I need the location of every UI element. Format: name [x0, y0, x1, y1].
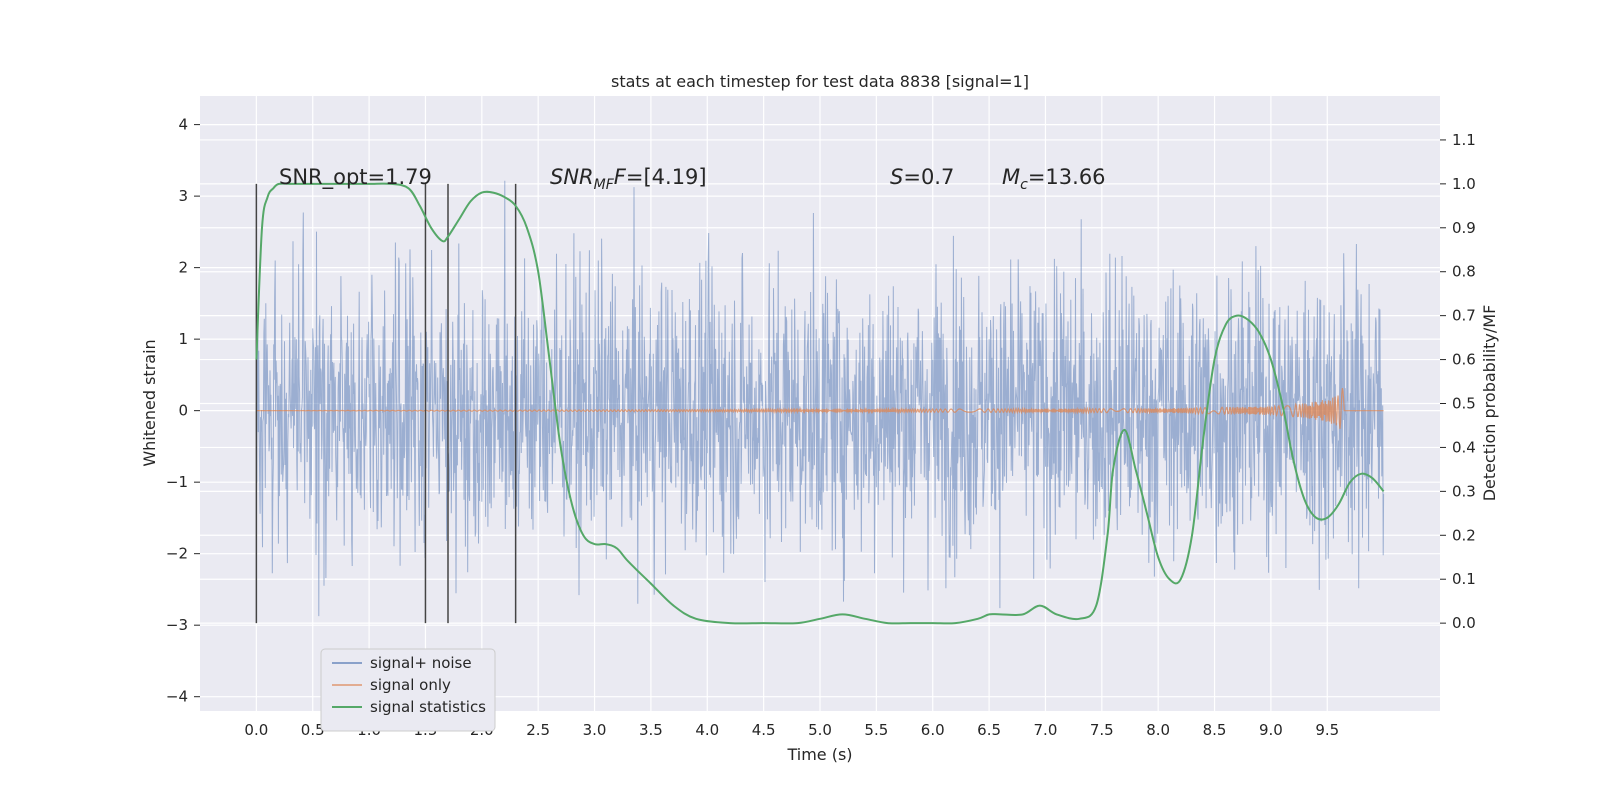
annotation-s-base: S	[890, 165, 903, 189]
x-axis-label: Time (s)	[786, 745, 852, 764]
signal-noise-series	[255, 180, 1385, 617]
y-tick-label: 0	[178, 402, 188, 420]
legend-label-signal-only: signal only	[370, 676, 451, 694]
y-tick-label: 4	[178, 116, 188, 134]
y-right-tick-label: 0.8	[1452, 263, 1476, 281]
axis-ticks: 0.00.51.01.52.02.53.03.54.04.55.05.56.06…	[166, 116, 1476, 739]
x-tick-label: 2.5	[526, 721, 550, 739]
signal-statistics-line	[255, 182, 1385, 625]
y-tick-label: −4	[166, 688, 188, 706]
x-tick-label: 5.5	[864, 721, 888, 739]
annotation-mc-base: M	[1002, 165, 1020, 189]
y-tick-label: 2	[178, 259, 188, 277]
x-tick-label: 4.5	[752, 721, 776, 739]
x-tick-label: 7.0	[1034, 721, 1058, 739]
y-right-tick-label: 0.2	[1452, 526, 1476, 544]
annotation-snr-mf-value: =[4.19]	[626, 165, 707, 189]
annotation-mc: Mc=13.66	[1002, 165, 1106, 193]
chart-title: stats at each timestep for test data 883…	[611, 72, 1029, 91]
annotation-mc-value: =13.66	[1028, 165, 1106, 189]
annotation-mc-sub: c	[1020, 177, 1028, 193]
legend-label-signal-statistics: signal statistics	[370, 698, 486, 716]
y-right-tick-label: 0.1	[1452, 570, 1476, 588]
x-tick-label: 0.0	[244, 721, 268, 739]
y-right-tick-label: 0.7	[1452, 307, 1476, 325]
x-tick-label: 9.5	[1315, 721, 1339, 739]
x-tick-label: 9.0	[1259, 721, 1283, 739]
x-tick-label: 5.0	[808, 721, 832, 739]
y-right-tick-label: 0.5	[1452, 395, 1476, 413]
x-tick-label: 3.5	[639, 721, 663, 739]
y-right-tick-label: 0.9	[1452, 219, 1476, 237]
annotation-s: S=0.7	[890, 165, 954, 189]
annotation-snr-mf-base: SNR	[550, 165, 594, 189]
x-tick-label: 4.0	[695, 721, 719, 739]
y-tick-label: −1	[166, 473, 188, 491]
y-right-tick-label: 1.0	[1452, 175, 1476, 193]
x-tick-label: 0.5	[301, 721, 325, 739]
signal-only-line	[256, 387, 1384, 429]
x-tick-label: 8.0	[1146, 721, 1170, 739]
annotation-snr-mf-f: F	[614, 165, 627, 189]
x-tick-label: 3.0	[583, 721, 607, 739]
annotation-s-value: =0.7	[903, 165, 954, 189]
y-right-tick-label: 0.4	[1452, 438, 1476, 456]
y-right-tick-label: 0.0	[1452, 614, 1476, 632]
legend: signal+ noise signal only signal statist…	[320, 648, 496, 732]
y-tick-label: 1	[178, 330, 188, 348]
y-right-tick-label: 0.6	[1452, 351, 1476, 369]
x-tick-label: 8.5	[1203, 721, 1227, 739]
signal-noise-line	[255, 180, 1385, 617]
y-axis-right-label: Detection probability/MF	[1480, 305, 1499, 502]
y-axis-label: Whitened strain	[140, 339, 159, 466]
y-tick-label: 3	[178, 187, 188, 205]
signal-only-series	[256, 387, 1384, 429]
legend-label-signal-noise: signal+ noise	[370, 654, 472, 672]
legend-box	[320, 648, 496, 732]
annotations: SNR_opt=1.79 SNRMFF=[4.19] S=0.7 Mc=13.6…	[279, 165, 1106, 193]
x-tick-label: 6.5	[977, 721, 1001, 739]
annotation-snr-opt: SNR_opt=1.79	[279, 165, 432, 190]
x-tick-label: 6.0	[921, 721, 945, 739]
x-tick-label: 7.5	[1090, 721, 1114, 739]
y-tick-label: −2	[166, 545, 188, 563]
marker-lines	[255, 183, 517, 624]
y-right-tick-label: 0.3	[1452, 482, 1476, 500]
annotation-snr-mf-sub: MF	[594, 177, 615, 193]
annotation-snr-mf: SNRMFF=[4.19]	[550, 165, 707, 193]
y-tick-label: −3	[166, 616, 188, 634]
signal-statistics-series	[255, 182, 1385, 625]
y-right-tick-label: 1.1	[1452, 131, 1476, 149]
